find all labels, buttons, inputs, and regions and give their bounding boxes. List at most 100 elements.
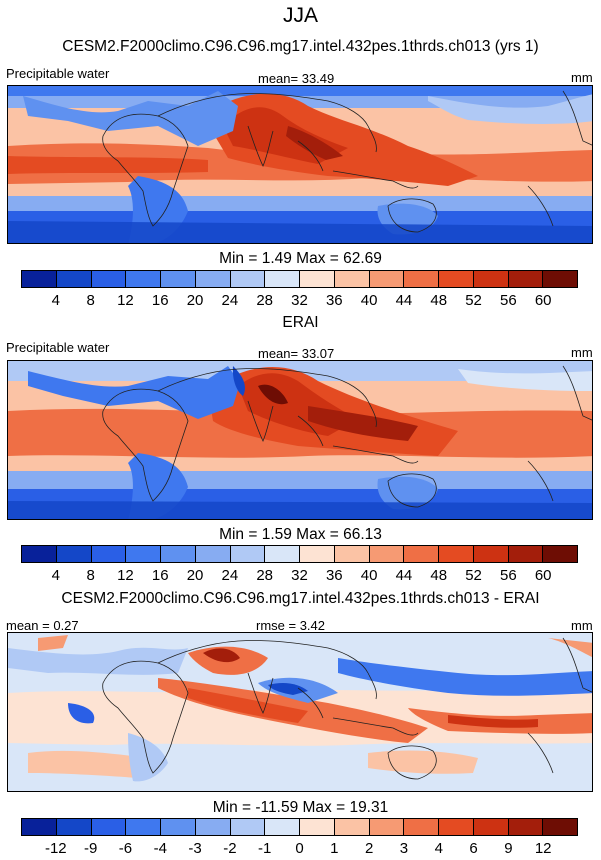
colorbar-segment: [126, 271, 161, 287]
colorbar-segment: [543, 546, 577, 562]
colorbar-segment: [369, 546, 405, 562]
colorbar-segment: [161, 271, 196, 287]
panel1-mean-label: mean= 33.49: [258, 71, 335, 86]
colorbar-tick-label: 1: [330, 840, 339, 857]
colorbar-tick-label: 16: [151, 292, 169, 309]
colorbar-segment: [126, 546, 161, 562]
panel3-units-label: mm: [571, 618, 593, 633]
colorbar-tick-label: 36: [325, 567, 343, 584]
colorbar-tick-label: 8: [86, 292, 95, 309]
colorbar-segment: [334, 271, 370, 287]
season-title: JJA: [282, 4, 318, 27]
colorbar-segment: [195, 546, 231, 562]
colorbar-segment: [22, 271, 57, 287]
panel3-map-svg: [8, 633, 592, 791]
panel2-colorbar-ticks: 4 8 12 16 20 24 28 32 36 40 44 48 52 56 60: [0, 567, 601, 587]
colorbar-tick-label: 28: [256, 292, 274, 309]
colorbar-segment: [369, 271, 405, 287]
colorbar-tick-label: 12: [534, 840, 552, 857]
panel3-colorbar: [21, 818, 578, 836]
colorbar-segment: [56, 819, 92, 835]
colorbar-segment: [161, 546, 196, 562]
colorbar-tick-label: 56: [500, 292, 517, 309]
colorbar-tick-label: 40: [360, 567, 378, 584]
colorbar-segment: [265, 271, 300, 287]
colorbar-tick-label: -4: [153, 840, 167, 857]
colorbar-segment: [508, 271, 544, 287]
colorbar-tick-label: 8: [86, 567, 95, 584]
colorbar-tick-label: 48: [430, 292, 448, 309]
panel2-map: [7, 360, 593, 520]
colorbar-tick-label: 28: [256, 567, 274, 584]
panel1-variable-label: Precipitable water: [6, 66, 110, 81]
panel2-map-svg: [8, 361, 592, 519]
colorbar-tick-label: -6: [118, 840, 133, 857]
colorbar-tick-label: 56: [500, 567, 517, 584]
colorbar-segment: [300, 819, 335, 835]
colorbar-segment: [22, 546, 57, 562]
panel3-colorbar-ticks: -12 -9 -6 -4 -3 -2 -1 0 1 2 3 4 6 9 12: [0, 840, 601, 860]
colorbar-segment: [91, 819, 127, 835]
colorbar-segment: [230, 271, 266, 287]
colorbar-segment: [300, 546, 335, 562]
panel1-title: CESM2.F2000climo.C96.C96.mg17.intel.432p…: [62, 38, 539, 55]
panel1-minmax: Min = 1.49 Max = 62.69: [219, 250, 382, 267]
colorbar-segment: [404, 546, 439, 562]
colorbar-segment: [161, 819, 196, 835]
colorbar-tick-label: 2: [364, 840, 374, 857]
colorbar-tick-label: 24: [221, 567, 239, 584]
panel2-units-label: mm: [571, 345, 593, 360]
colorbar-segment: [91, 546, 127, 562]
colorbar-segment: [91, 271, 127, 287]
colorbar-tick-label: -3: [188, 840, 202, 857]
colorbar-segment: [230, 819, 266, 835]
panel2-minmax: Min = 1.59 Max = 66.13: [219, 526, 382, 543]
colorbar-tick-label: 20: [186, 567, 204, 584]
colorbar-tick-label: 4: [51, 292, 60, 309]
panel1-colorbar: [21, 270, 578, 288]
panel3-title: CESM2.F2000climo.C96.C96.mg17.intel.432p…: [61, 590, 540, 607]
colorbar-segment: [195, 819, 231, 835]
colorbar-segment: [56, 546, 92, 562]
panel1-map: [7, 85, 593, 244]
colorbar-segment: [265, 819, 300, 835]
colorbar-segment: [473, 546, 509, 562]
colorbar-tick-label: 32: [291, 567, 308, 584]
colorbar-tick-label: 48: [430, 567, 448, 584]
colorbar-tick-label: 12: [117, 567, 134, 584]
colorbar-segment: [265, 546, 300, 562]
colorbar-tick-label: 12: [117, 292, 134, 309]
colorbar-tick-label: 44: [395, 567, 413, 584]
colorbar-tick-label: 0: [295, 840, 304, 857]
colorbar-tick-label: 20: [186, 292, 204, 309]
colorbar-segment: [404, 819, 439, 835]
panel2-title: ERAI: [282, 314, 319, 331]
colorbar-tick-label: 40: [360, 292, 378, 309]
colorbar-segment: [439, 819, 474, 835]
colorbar-segment: [473, 271, 509, 287]
colorbar-segment: [543, 819, 577, 835]
colorbar-segment: [195, 271, 231, 287]
colorbar-tick-label: 16: [151, 567, 169, 584]
panel3-rmse-label: rmse = 3.42: [256, 618, 326, 633]
colorbar-tick-label: 9: [504, 840, 513, 857]
colorbar-segment: [439, 271, 474, 287]
colorbar-segment: [56, 271, 92, 287]
colorbar-segment: [334, 819, 370, 835]
colorbar-segment: [369, 819, 405, 835]
colorbar-tick-label: -1: [258, 840, 272, 857]
colorbar-tick-label: 52: [465, 567, 482, 584]
colorbar-tick-label: 44: [395, 292, 413, 309]
colorbar-segment: [22, 819, 57, 835]
colorbar-tick-label: 36: [325, 292, 343, 309]
colorbar-segment: [404, 271, 439, 287]
colorbar-tick-label: 4: [434, 840, 443, 857]
colorbar-segment: [334, 546, 370, 562]
colorbar-segment: [126, 819, 161, 835]
colorbar-segment: [508, 819, 544, 835]
colorbar-segment: [543, 271, 577, 287]
colorbar-segment: [473, 819, 509, 835]
colorbar-tick-label: 24: [221, 292, 239, 309]
colorbar-segment: [508, 546, 544, 562]
colorbar-tick-label: 3: [399, 840, 409, 857]
